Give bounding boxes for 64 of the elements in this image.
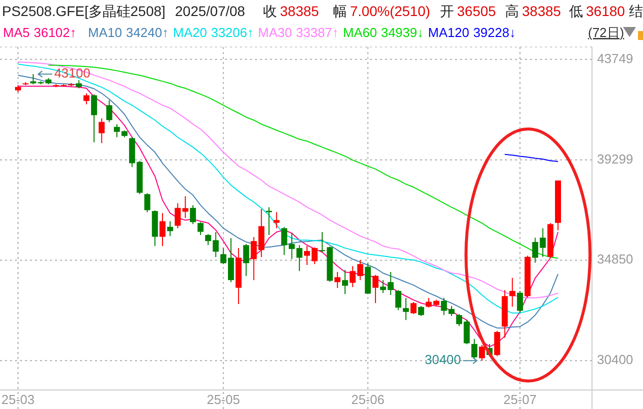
y-tick-label: 34850 [597, 252, 634, 267]
candlestick [410, 301, 416, 314]
x-tick-label: 25-05 [206, 392, 240, 407]
candlestick [167, 220, 174, 237]
text: 高 38385 [505, 3, 562, 19]
candlestick [281, 226, 288, 256]
candlestick [174, 202, 181, 229]
chart-subtitle: 2025/07/08 [175, 3, 246, 19]
candlestick [83, 92, 90, 105]
text: 开 36505 [440, 3, 496, 19]
text: MA30 [258, 25, 292, 40]
text: MA20 [173, 25, 207, 40]
line-series [504, 154, 558, 162]
candlestick [160, 212, 166, 247]
text: 34939↓ [380, 25, 424, 40]
text: MA120 [428, 25, 470, 40]
candlestick [418, 306, 424, 316]
candlestick [395, 290, 402, 311]
candlestick [350, 266, 356, 288]
candlestick [494, 330, 500, 357]
candlestick [319, 232, 326, 253]
candlestick [516, 290, 523, 314]
text: 低 36180 [569, 3, 626, 19]
text: 收 38385 [263, 3, 320, 19]
text: 39228↓ [473, 25, 516, 40]
candlestick [144, 192, 150, 213]
text: 34240↑ [126, 25, 169, 40]
candlestick [274, 212, 280, 229]
x-tick-label: 25-03 [1, 392, 35, 407]
text: (72日) [588, 25, 624, 40]
candlestick [540, 228, 546, 258]
candlestick [30, 74, 36, 85]
y-tick-label: 43749 [597, 50, 634, 66]
candlestick [182, 196, 188, 219]
candlestick [372, 274, 378, 304]
candlestick [91, 94, 98, 143]
x-tick-label: 25-07 [503, 392, 537, 407]
annotation: 30400 [424, 352, 461, 368]
text: 幅 7.00%(2510) [333, 3, 430, 19]
y-tick-label: 39299 [597, 151, 634, 166]
candlestick [106, 100, 112, 123]
candlestick [357, 260, 364, 281]
candlestick [532, 237, 538, 264]
candlestick [198, 222, 204, 236]
text: 33387↑ [296, 25, 339, 40]
chart-title: PS2508.GFE[多晶硅2508] [2, 3, 166, 19]
text: MA5 [3, 25, 30, 40]
candlestick [509, 277, 516, 308]
text: 33206↑ [210, 25, 254, 40]
candlestick [426, 297, 432, 308]
x-tick-label: 25-06 [351, 392, 384, 407]
candlestick [243, 244, 250, 277]
text: MA10 [88, 25, 122, 40]
candlestick [478, 344, 485, 362]
y-tick-label: 30400 [597, 352, 634, 368]
text: 36102↑ [34, 25, 76, 40]
text: 结 [629, 3, 643, 19]
candlestick [98, 118, 105, 144]
line-series [48, 64, 558, 259]
candlestick [402, 297, 409, 321]
candlestick [342, 269, 348, 295]
candlestick [334, 271, 340, 289]
candlestick [190, 204, 196, 225]
text: MA60 [343, 25, 377, 40]
